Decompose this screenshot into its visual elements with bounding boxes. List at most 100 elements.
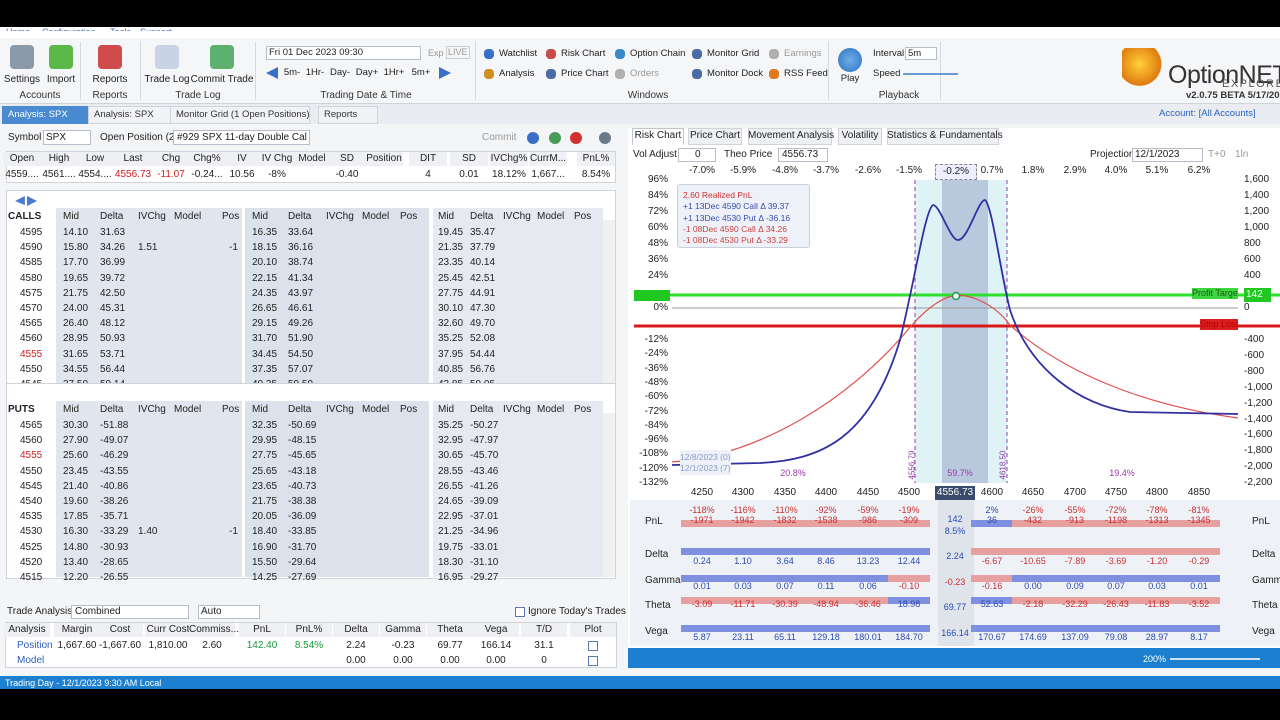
window-button[interactable]: Monitor Dock — [707, 68, 763, 79]
greek-value: -59% — [857, 505, 879, 515]
current-band — [942, 180, 988, 483]
chart-tab-label[interactable]: Movement Analysis — [748, 130, 835, 141]
analysis-header: Theta — [427, 623, 473, 637]
ribbon-button[interactable]: Commit Trade — [190, 74, 254, 85]
tab-label[interactable]: Monitor Grid (1 Open Positions) — [176, 109, 310, 120]
ribbon-button[interactable]: Reports — [92, 74, 128, 85]
pct-move: -4.8% — [771, 165, 799, 176]
chart-tab-label[interactable]: Volatility — [841, 130, 879, 141]
chart-tab[interactable] — [748, 128, 832, 145]
right-axis-label: -800 — [1244, 365, 1265, 377]
chart-tab[interactable] — [887, 128, 999, 145]
greek-value: -913 — [1065, 515, 1084, 525]
chart-tab-label[interactable]: Risk Chart — [634, 130, 682, 141]
greek-value: -30.39 — [772, 599, 798, 609]
projection-input[interactable] — [1132, 148, 1203, 162]
ignore-checkbox[interactable] — [515, 607, 525, 617]
time-step[interactable]: Day+ — [355, 67, 379, 78]
greek-center-value: 142 — [947, 514, 963, 524]
greek-bar — [1136, 520, 1178, 527]
ribbon-icon — [546, 69, 556, 79]
greek-value: -1832 — [773, 515, 797, 525]
exp-toggle[interactable]: Exp — [428, 48, 444, 58]
probability: 59.7% — [947, 468, 973, 478]
ln-button[interactable]: 1ln — [1235, 149, 1249, 160]
chain-cell: -38.38 — [288, 496, 317, 507]
menu-item[interactable]: Tools — [110, 25, 131, 31]
status-text: Trading Day - 12/1/2023 9:30 AM Local — [5, 678, 162, 688]
pnl-curve-expiry — [671, 199, 1239, 466]
tab-label[interactable]: Reports — [324, 109, 358, 120]
chain-cell: 1.51 — [138, 242, 158, 254]
menu-item[interactable]: Home — [6, 25, 30, 31]
toolbar-icon[interactable] — [570, 132, 582, 144]
greek-bar — [764, 548, 806, 555]
legend-box — [677, 184, 810, 248]
toolbar-icon[interactable] — [527, 132, 539, 144]
document-tab[interactable] — [318, 106, 378, 124]
window-button[interactable]: Analysis — [499, 68, 535, 79]
window-button[interactable]: Earnings — [784, 48, 822, 59]
toolbar-icon[interactable] — [599, 132, 611, 144]
theo-input[interactable] — [778, 148, 828, 162]
ribbon-button[interactable]: Trade Log — [144, 74, 190, 85]
window-button[interactable]: Orders — [630, 68, 660, 79]
greek-value: -81% — [1188, 505, 1210, 515]
ribbon-button[interactable]: Settings — [3, 74, 41, 85]
document-tab[interactable] — [2, 106, 88, 124]
plot-checkbox[interactable] — [588, 641, 598, 651]
play-label[interactable]: Play — [840, 73, 860, 84]
chain-cell: 48.12 — [100, 318, 126, 330]
ribbon-icon — [155, 45, 179, 69]
document-tab[interactable] — [170, 106, 310, 124]
menu-item[interactable]: Support — [140, 25, 172, 31]
vol-input[interactable] — [678, 148, 716, 162]
date-input[interactable] — [266, 46, 421, 60]
chart-tab[interactable] — [688, 128, 742, 145]
live-toggle[interactable]: LIVE — [446, 46, 470, 59]
price-tick: 4500 — [897, 487, 921, 498]
time-step[interactable]: 5m+ — [411, 67, 431, 78]
commit-button[interactable]: Commit — [482, 132, 517, 143]
chart-tab[interactable] — [838, 128, 882, 145]
pct-move: -7.0% — [688, 165, 716, 176]
ribbon-button[interactable]: Import — [46, 74, 76, 85]
scale-combo[interactable] — [198, 605, 260, 619]
expiry-nav[interactable] — [15, 196, 37, 206]
toolbar-icon[interactable] — [549, 132, 561, 144]
analysis-value: 8.54% — [294, 640, 324, 651]
greek-bar — [1178, 597, 1220, 604]
plot-checkbox[interactable] — [588, 656, 598, 666]
window-button[interactable]: Option Chain — [630, 48, 686, 59]
time-step[interactable]: 1Hr+ — [383, 67, 405, 78]
account-selector[interactable]: Account: [All Accounts] — [1159, 108, 1256, 119]
window-button[interactable]: Monitor Grid — [707, 48, 760, 59]
menu-item[interactable]: Configuration — [42, 25, 96, 31]
symbol-combo[interactable] — [43, 130, 91, 145]
greek-value: -7.89 — [1064, 556, 1086, 566]
time-step[interactable]: Day- — [329, 67, 351, 78]
speed-slider[interactable] — [903, 73, 958, 75]
window-button[interactable]: Price Chart — [561, 68, 609, 79]
column-header: Mid — [252, 404, 269, 415]
window-button[interactable]: Watchlist — [499, 48, 538, 59]
chart-tab[interactable] — [632, 128, 684, 145]
summary-value: 0.01 — [459, 169, 479, 180]
greek-bar — [847, 597, 889, 604]
window-button[interactable]: Risk Chart — [561, 48, 606, 59]
greek-bar — [805, 548, 847, 555]
tab-label[interactable]: Analysis: SPX — [8, 109, 68, 120]
chart-tab-label[interactable]: Price Chart — [689, 130, 740, 141]
time-step[interactable]: 5m- — [283, 67, 301, 78]
tab-label[interactable]: Analysis: SPX — [94, 109, 154, 120]
play-button[interactable] — [838, 48, 862, 72]
time-step[interactable]: 1Hr- — [305, 67, 325, 78]
interval-select[interactable] — [905, 47, 937, 60]
window-button[interactable]: RSS Feed — [784, 68, 828, 79]
zoom-slider[interactable] — [1170, 658, 1260, 660]
t0-button[interactable]: T+0 — [1208, 149, 1226, 160]
mode-combo[interactable] — [71, 605, 189, 619]
chart-tab-label[interactable]: Statistics & Fundamentals — [887, 130, 1003, 141]
greek-bar — [722, 520, 764, 527]
position-combo[interactable] — [173, 130, 310, 145]
